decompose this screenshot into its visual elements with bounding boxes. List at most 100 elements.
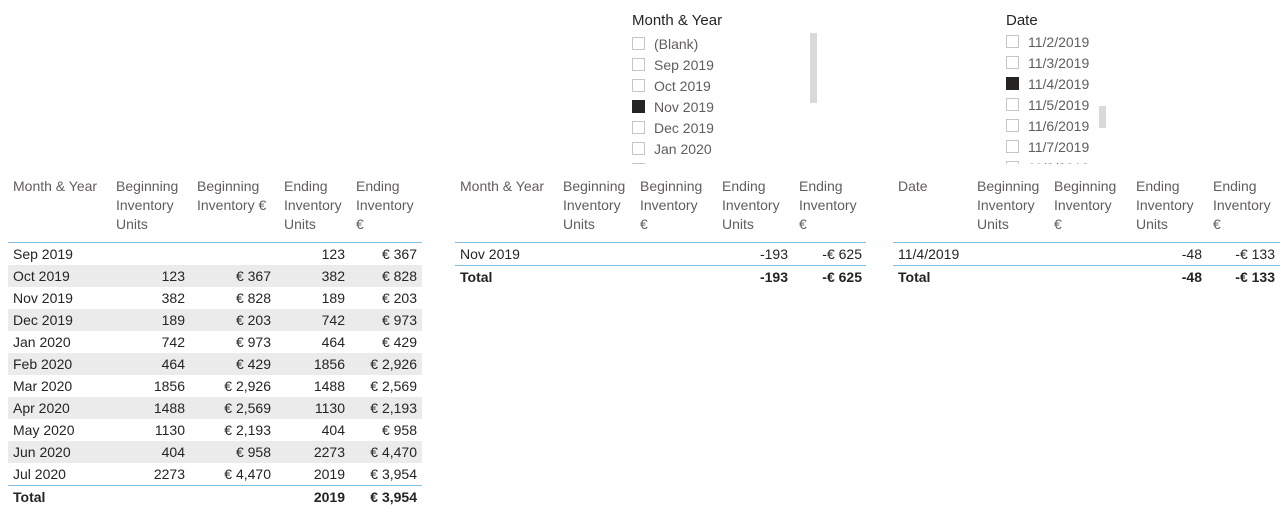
cell-value: € 203 xyxy=(235,312,271,328)
cell-value: € 2,926 xyxy=(224,378,271,394)
cell-value: 2019 xyxy=(313,466,345,482)
checkbox[interactable] xyxy=(632,58,645,71)
item-label: 11/2/2019 xyxy=(1028,33,1090,50)
cell-value: 1856 xyxy=(313,356,345,372)
slicer-item[interactable]: Oct 2019 xyxy=(632,75,807,96)
column-header[interactable]: Beginning Inventory Units xyxy=(116,178,179,232)
checkbox[interactable] xyxy=(1006,77,1019,90)
item-label: Feb 2020 xyxy=(654,162,713,165)
column-header[interactable]: Beginning Inventory Units xyxy=(977,178,1040,232)
slicer-item[interactable]: Feb 2020 xyxy=(632,159,807,164)
checkbox[interactable] xyxy=(632,100,645,113)
cell-value: € 2,569 xyxy=(224,400,271,416)
cell-value: 2273 xyxy=(313,444,345,460)
cell-value: 123 xyxy=(161,268,185,284)
checkbox[interactable] xyxy=(1006,35,1019,48)
column-header[interactable]: Month & Year xyxy=(13,178,98,194)
checkbox[interactable] xyxy=(632,163,645,164)
slicer-item[interactable]: Dec 2019 xyxy=(632,117,807,138)
column-header[interactable]: Month & Year xyxy=(460,178,545,194)
cell-value: 742 xyxy=(321,312,345,328)
row-label: Sep 2019 xyxy=(13,246,73,262)
slicer-item[interactable]: Sep 2019 xyxy=(632,54,807,75)
column-header[interactable]: Beginning Inventory Units xyxy=(563,178,626,232)
slicer-item[interactable]: 11/3/2019 xyxy=(1006,52,1098,73)
column-header[interactable]: Ending Inventory € xyxy=(1213,178,1271,232)
slicer-item[interactable]: 11/8/2019 xyxy=(1006,157,1098,164)
slicer-item[interactable]: Nov 2019 xyxy=(632,96,807,117)
column-header[interactable]: Beginning Inventory € xyxy=(640,178,703,232)
cell-value: € 367 xyxy=(381,246,417,262)
cell-value: -48 xyxy=(1181,269,1202,285)
header-line xyxy=(893,242,1280,243)
column-header[interactable]: Ending Inventory Units xyxy=(284,178,342,232)
column-header[interactable]: Ending Inventory Units xyxy=(722,178,780,232)
row-label: Feb 2020 xyxy=(13,356,73,372)
item-label: 11/8/2019 xyxy=(1028,160,1089,165)
row-label: Mar 2020 xyxy=(13,378,73,394)
row-label: May 2020 xyxy=(13,422,75,438)
cell-value: € 367 xyxy=(235,268,271,284)
column-header[interactable]: Beginning Inventory € xyxy=(197,178,267,213)
cell-value: 464 xyxy=(161,356,185,372)
cell-value: 189 xyxy=(321,290,345,306)
checkbox[interactable] xyxy=(632,142,645,155)
column-header[interactable]: Date xyxy=(898,178,928,194)
row-label: Total xyxy=(460,269,493,285)
cell-value: € 828 xyxy=(381,268,417,284)
item-label: (Blank) xyxy=(654,35,699,52)
row-label: Apr 2020 xyxy=(13,400,70,416)
checkbox[interactable] xyxy=(1006,140,1019,153)
slicer-item[interactable]: Jan 2020 xyxy=(632,138,807,159)
cell-value: 382 xyxy=(161,290,185,306)
row-label: Oct 2019 xyxy=(13,268,70,284)
cell-value: € 203 xyxy=(381,290,417,306)
cell-value: € 2,926 xyxy=(370,356,417,372)
row-label: Jul 2020 xyxy=(13,466,66,482)
cell-value: -€ 133 xyxy=(1235,246,1275,262)
scrollbar[interactable] xyxy=(810,33,817,103)
cell-value: -193 xyxy=(759,246,788,262)
checkbox[interactable] xyxy=(1006,98,1019,111)
slicer-item[interactable]: 11/5/2019 xyxy=(1006,94,1098,115)
checkbox[interactable] xyxy=(632,121,645,134)
cell-value: -48 xyxy=(1181,246,1202,262)
item-label: Oct 2019 xyxy=(654,77,711,94)
cell-value: € 2,193 xyxy=(370,400,417,416)
cell-value: € 973 xyxy=(381,312,417,328)
cell-value: 123 xyxy=(321,246,345,262)
slicer-item[interactable]: 11/6/2019 xyxy=(1006,115,1098,136)
checkbox[interactable] xyxy=(632,37,645,50)
checkbox[interactable] xyxy=(1006,119,1019,132)
row-band xyxy=(8,353,422,375)
cell-value: -€ 625 xyxy=(822,246,862,262)
checkbox[interactable] xyxy=(1006,161,1019,164)
slicer-list: (Blank) Sep 2019 Oct 2019 Nov 2019 Dec 2019 J… xyxy=(632,33,807,164)
column-header[interactable]: Ending Inventory € xyxy=(799,178,857,232)
cell-value: € 4,470 xyxy=(224,466,271,482)
slicer-item[interactable]: (Blank) xyxy=(632,33,807,54)
cell-value: 404 xyxy=(161,444,185,460)
row-label: Total xyxy=(13,489,46,505)
cell-value: 404 xyxy=(321,422,345,438)
column-header[interactable]: Beginning Inventory € xyxy=(1054,178,1117,232)
checkbox[interactable] xyxy=(632,79,645,92)
slicer-item[interactable]: 11/7/2019 xyxy=(1006,136,1098,157)
column-header[interactable]: Ending Inventory Units xyxy=(1136,178,1194,232)
column-header[interactable]: Ending Inventory € xyxy=(356,178,414,232)
slicer-item[interactable]: 11/4/2019 xyxy=(1006,73,1098,94)
scrollbar[interactable] xyxy=(1099,106,1106,128)
total-line xyxy=(455,265,866,266)
cell-value: -€ 625 xyxy=(822,269,862,285)
cell-value: € 3,954 xyxy=(370,466,417,482)
cell-value: -€ 133 xyxy=(1235,269,1275,285)
slicer-item[interactable]: 11/2/2019 xyxy=(1006,31,1098,52)
cell-value: 742 xyxy=(161,334,185,350)
header-line xyxy=(8,242,422,243)
item-label: Sep 2019 xyxy=(654,56,714,73)
checkbox[interactable] xyxy=(1006,56,1019,69)
cell-value: € 828 xyxy=(235,290,271,306)
cell-value: € 958 xyxy=(235,444,271,460)
item-label: 11/7/2019 xyxy=(1028,138,1090,155)
